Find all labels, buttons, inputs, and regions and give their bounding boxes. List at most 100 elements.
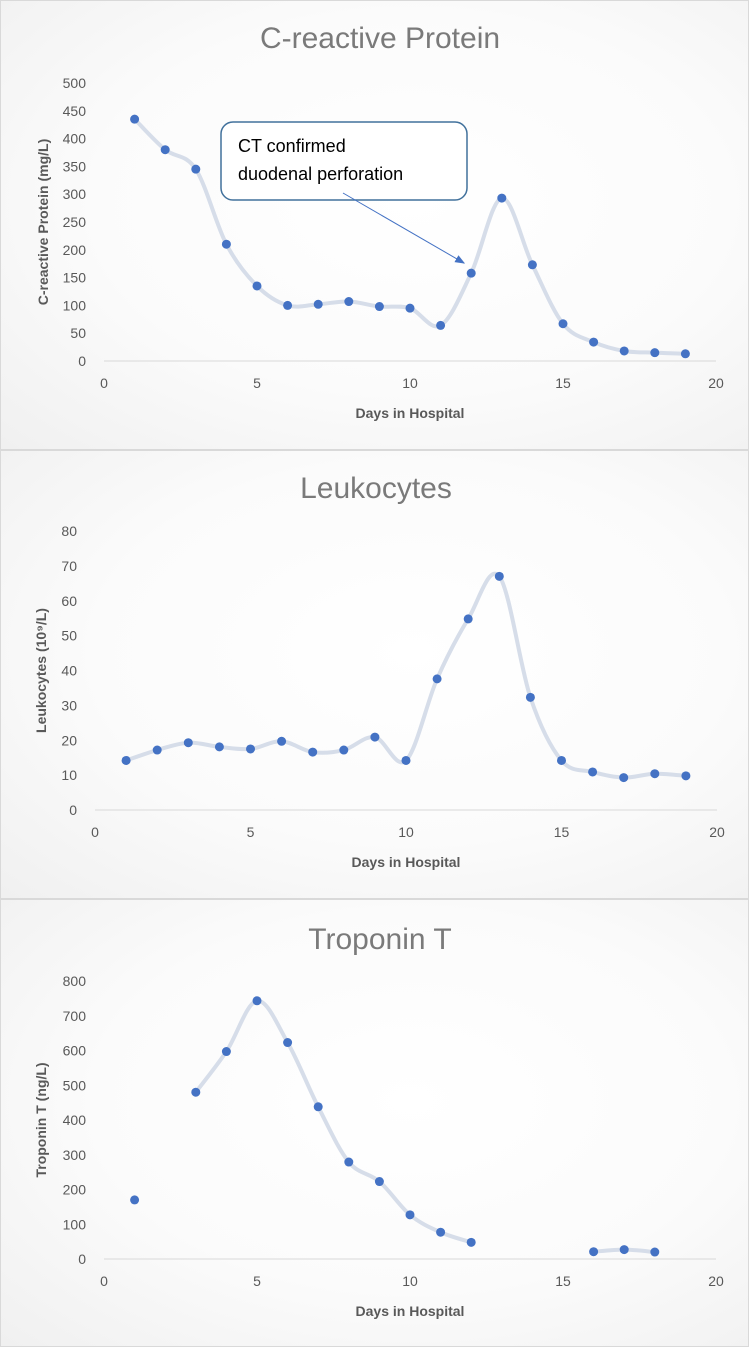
data-point (525, 692, 535, 702)
data-point (246, 744, 255, 754)
data-point (680, 349, 690, 359)
x-tick-label: 20 (708, 375, 724, 391)
y-tick-label: 0 (78, 353, 86, 369)
x-tick-label: 10 (402, 375, 418, 391)
data-point (619, 773, 629, 783)
y-tick-label: 100 (63, 1216, 87, 1232)
x-axis-title: Days in Hospital (352, 854, 461, 870)
troponin-chart-panel: Troponin T 0 100 200 300 400 500 600 700 800 0 5 10 1… (0, 899, 749, 1347)
data-point (183, 738, 193, 748)
y-tick-label: 700 (63, 1008, 87, 1024)
x-tick-label: 10 (402, 1273, 418, 1289)
data-point (283, 1038, 293, 1048)
data-point (130, 1195, 140, 1205)
chart-title: Troponin T (308, 923, 451, 956)
y-tick-label: 400 (63, 1112, 87, 1128)
data-point (344, 1157, 354, 1167)
y-tick-label: 500 (63, 1077, 87, 1093)
data-point (370, 732, 380, 742)
data-point (344, 297, 354, 307)
x-tick-label: 5 (253, 375, 261, 391)
chart-title: Leukocytes (300, 472, 452, 505)
x-tick-label: 0 (100, 1273, 108, 1289)
y-tick-label: 50 (70, 325, 86, 341)
annotation-box (220, 121, 468, 201)
y-tick-label: 40 (61, 663, 77, 679)
annotation-arrow (342, 192, 466, 264)
data-point (313, 1102, 323, 1112)
x-axis-title: Days in Hospital (356, 405, 465, 421)
data-point (497, 193, 507, 203)
series-line (193, 998, 474, 1245)
y-tick-label: 20 (61, 732, 77, 748)
crp-chart-panel: C-reactive Protein 0 50 100 150 200 250 300 350 4… (0, 0, 749, 450)
data-point (252, 996, 262, 1006)
y-tick-label: 150 (63, 270, 87, 286)
data-point (374, 302, 384, 312)
data-point (191, 164, 201, 174)
y-axis-title: C-reactive Protein (mg/L) (35, 139, 51, 305)
x-tick-label: 20 (708, 1273, 724, 1289)
data-point (557, 755, 566, 765)
data-point (436, 320, 446, 330)
data-point (374, 1177, 384, 1187)
leukocytes-chart-panel: Leukocytes 0 10 20 30 40 50 60 70 80 0 5 10 15 20 Days … (0, 450, 749, 899)
y-tick-label: 70 (61, 558, 77, 574)
data-point (313, 299, 323, 309)
y-tick-label: 800 (63, 973, 87, 989)
data-point (527, 260, 537, 270)
y-tick-label: 0 (78, 1251, 86, 1267)
y-tick-label: 200 (63, 1182, 87, 1198)
data-point (432, 674, 442, 684)
data-point (405, 303, 415, 313)
y-tick-label: 30 (61, 697, 77, 713)
y-tick-label: 450 (63, 103, 87, 119)
data-point (463, 614, 473, 624)
y-tick-label: 80 (61, 523, 77, 539)
y-tick-label: 250 (63, 214, 87, 230)
x-tick-label: 5 (253, 1273, 261, 1289)
y-tick-label: 350 (63, 158, 87, 174)
y-tick-label: 100 (63, 297, 87, 313)
x-tick-label: 5 (247, 824, 255, 840)
data-point (494, 571, 504, 581)
y-tick-label: 0 (69, 802, 77, 818)
data-point (308, 747, 318, 757)
y-tick-label: 300 (63, 1147, 87, 1163)
data-point (650, 769, 660, 779)
data-point (436, 1227, 446, 1237)
data-point (650, 1247, 660, 1257)
data-point (558, 319, 568, 329)
data-point (589, 1247, 599, 1257)
data-point (130, 114, 140, 124)
x-tick-label: 10 (398, 824, 414, 840)
y-tick-label: 600 (63, 1043, 87, 1059)
data-point (588, 767, 598, 777)
data-point (214, 742, 224, 752)
data-point (283, 300, 293, 310)
data-point (405, 1210, 415, 1220)
data-point (466, 1237, 476, 1247)
x-tick-label: 15 (555, 375, 571, 391)
data-point (152, 745, 162, 755)
troponin-chart: Troponin T 0 100 200 300 400 500 600 700 800 0 5 10 1… (33, 923, 724, 1319)
y-tick-label: 60 (61, 593, 77, 609)
y-tick-label: 300 (63, 186, 87, 202)
leukocytes-chart: Leukocytes 0 10 20 30 40 50 60 70 80 0 5 10 15 20 Days … (33, 472, 725, 870)
x-tick-label: 0 (100, 375, 108, 391)
data-point (619, 346, 629, 356)
data-point (252, 281, 262, 291)
data-point (466, 268, 476, 278)
data-point (121, 755, 131, 765)
data-point (160, 145, 170, 155)
data-point (619, 1245, 629, 1255)
data-point (650, 348, 660, 358)
x-tick-label: 0 (91, 824, 99, 840)
data-point (191, 1087, 201, 1097)
y-tick-label: 200 (63, 242, 87, 258)
annotation-text: duodenal perforation (238, 164, 403, 184)
y-axis-title: Troponin T (ng/L) (33, 1062, 49, 1177)
y-tick-label: 10 (61, 767, 77, 783)
crp-chart: C-reactive Protein0501001502002503003504… (35, 22, 724, 421)
y-tick-label: 50 (61, 628, 77, 644)
